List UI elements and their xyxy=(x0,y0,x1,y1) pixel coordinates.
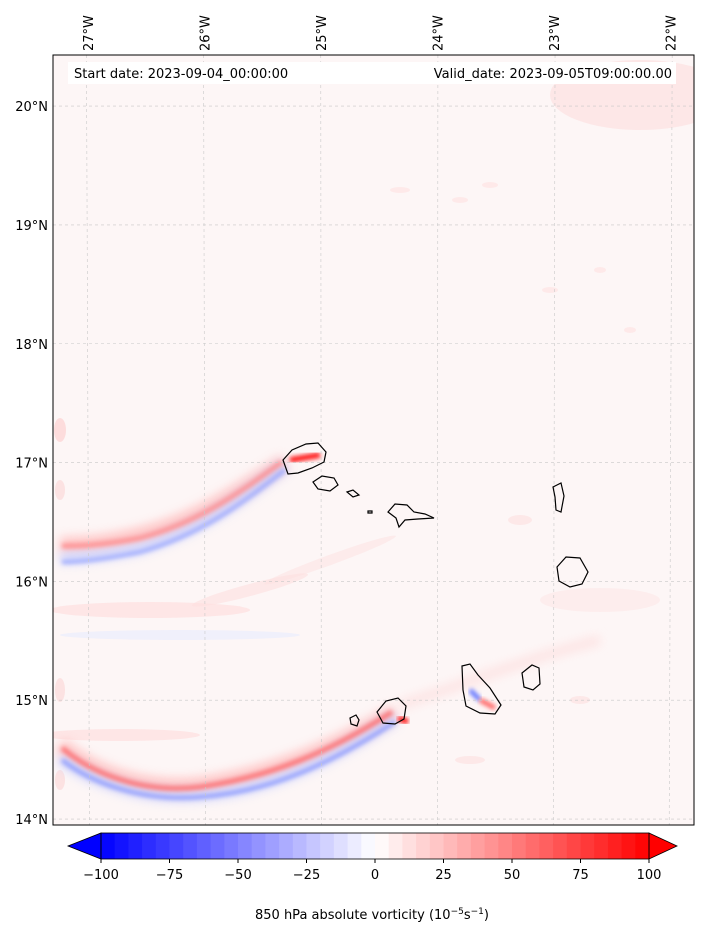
colorbar-tick-label: 25 xyxy=(435,868,452,883)
colorbar-segment xyxy=(333,833,349,859)
colorbar-segment xyxy=(580,833,595,859)
colorbar-segment xyxy=(114,833,129,859)
colorbar-ticks: −100 −75 −50 −25 0 25 50 75 100 xyxy=(83,859,661,883)
colorbar-tick-label: −25 xyxy=(293,868,320,883)
colorbar-segment xyxy=(183,833,198,859)
lat-tick-label: 18°N xyxy=(15,338,48,353)
colorbar-segment xyxy=(539,833,554,859)
islands xyxy=(282,442,589,727)
colorbar-segment xyxy=(169,833,184,859)
colorbar-tick-label: −50 xyxy=(224,868,251,883)
colorbar-extend-max xyxy=(648,832,678,860)
colorbar-label: 850 hPa absolute vorticity (10−5s−1) xyxy=(255,907,489,923)
lat-tick-label: 16°N xyxy=(15,575,48,590)
gridline-lon xyxy=(86,55,90,825)
colorbar-segment xyxy=(525,833,540,859)
colorbar-segment xyxy=(265,833,280,859)
island-santiago xyxy=(461,663,502,715)
lon-tick-label: 23°W xyxy=(548,15,563,51)
gridlines xyxy=(53,55,694,825)
colorbar-segment xyxy=(429,833,444,859)
lat-tick-label: 15°N xyxy=(15,694,48,709)
gridline-lon xyxy=(203,55,206,825)
colorbar-segment xyxy=(416,833,431,859)
colorbar-segment xyxy=(512,833,527,859)
island-branco xyxy=(367,510,373,514)
colorbar-segment xyxy=(443,833,458,859)
lat-tick-label: 20°N xyxy=(15,100,48,115)
colorbar-segment xyxy=(306,833,321,859)
colorbar-segment xyxy=(566,833,581,859)
colorbar-tick-label: 75 xyxy=(572,868,589,883)
colorbar-tick-label: 50 xyxy=(504,868,521,883)
lat-tick-label: 19°N xyxy=(15,219,48,234)
gridline-lon xyxy=(668,55,673,825)
colorbar-segment xyxy=(101,833,116,859)
colorbar-segment xyxy=(594,833,609,859)
island-boa-vista xyxy=(556,556,589,588)
longitude-tick-labels: 27°W 26°W 25°W 24°W 23°W 22°W xyxy=(82,15,680,51)
colorbar-segment xyxy=(155,833,170,859)
colorbar-segment xyxy=(484,833,499,859)
colorbar-segment xyxy=(402,833,417,859)
colorbar-tick-label: 100 xyxy=(637,868,662,883)
island-santa-luzia xyxy=(345,489,361,498)
colorbar-segment xyxy=(498,833,513,859)
colorbar-segment xyxy=(388,833,403,859)
colorbar: −100 −75 −50 −25 0 25 50 75 100 850 hPa absolute… xyxy=(66,832,678,923)
colorbar-segment xyxy=(635,833,650,859)
map-background xyxy=(53,55,694,825)
island-santo-antao xyxy=(282,442,327,475)
lat-tick-label: 17°N xyxy=(15,457,48,472)
colorbar-segment xyxy=(251,833,266,859)
lat-tick-label: 14°N xyxy=(15,813,48,828)
island-brava xyxy=(349,714,360,727)
colorbar-segment xyxy=(224,833,239,859)
colorbar-extend-min xyxy=(66,832,102,860)
gridline-lon xyxy=(320,55,322,825)
colorbar-segment xyxy=(361,833,376,859)
colorbar-segment xyxy=(607,833,623,859)
colorbar-segment xyxy=(621,833,636,859)
island-sal xyxy=(552,482,565,513)
colorbar-segment xyxy=(375,833,390,859)
colorbar-segment xyxy=(292,833,307,859)
colorbar-segment xyxy=(142,833,157,859)
map-frame xyxy=(52,54,695,826)
colorbar-segment xyxy=(128,833,143,859)
lon-tick-label: 22°W xyxy=(665,15,680,51)
lon-tick-label: 25°W xyxy=(315,15,330,51)
colorbar-segment xyxy=(210,833,225,859)
latitude-tick-labels: 20°N 19°N 18°N 17°N 16°N 15°N 14°N xyxy=(15,100,48,828)
colorbar-segment xyxy=(279,833,294,859)
island-sao-nicolau xyxy=(387,503,435,529)
gridline-lon xyxy=(436,55,439,825)
colorbar-segment xyxy=(457,833,472,859)
colorbar-segments xyxy=(101,833,650,859)
colorbar-tick-label: −75 xyxy=(156,868,183,883)
vorticity-field xyxy=(53,60,694,802)
island-sao-vicente xyxy=(312,475,339,492)
colorbar-segment xyxy=(347,833,362,859)
colorbar-segment xyxy=(553,833,568,859)
start-date-label: Start date: 2023-09-04_00:00:00 xyxy=(74,67,288,82)
island-maio xyxy=(521,664,541,691)
info-box xyxy=(68,62,676,84)
colorbar-segment xyxy=(320,833,335,859)
colorbar-segment xyxy=(196,833,212,859)
lon-tick-label: 24°W xyxy=(432,15,447,51)
valid-date-label: Valid_date: 2023-09-05T09:00:00.00 xyxy=(434,67,672,82)
colorbar-segment xyxy=(470,833,486,859)
lon-tick-label: 27°W xyxy=(82,15,97,51)
colorbar-tick-label: −100 xyxy=(83,868,119,883)
island-fogo xyxy=(376,697,407,725)
colorbar-tick-label: 0 xyxy=(371,868,379,883)
lon-tick-label: 26°W xyxy=(199,15,214,51)
gridline-lon xyxy=(552,55,556,825)
colorbar-segment xyxy=(238,833,253,859)
